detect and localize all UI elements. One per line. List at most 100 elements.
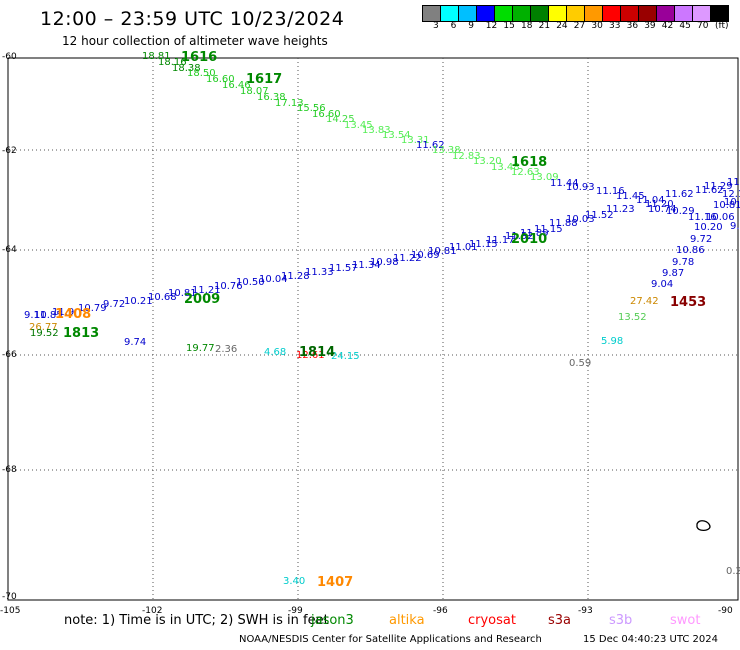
wave-height-label: 11.9 bbox=[52, 307, 75, 318]
wave-height-label: 10.76 bbox=[214, 281, 243, 292]
latitude-label: -64 bbox=[2, 245, 17, 255]
wave-height-label: 16.60 bbox=[206, 74, 235, 85]
wave-height-label: 11.33 bbox=[305, 267, 334, 278]
longitude-label: -105 bbox=[0, 606, 21, 616]
satellite-legend-altika: altika bbox=[389, 613, 425, 628]
wave-height-label: 4.68 bbox=[264, 347, 287, 358]
wave-height-label: 11.16 bbox=[688, 212, 717, 223]
wave-height-label: 11.62 bbox=[416, 140, 445, 151]
wave-height-label: 15.56 bbox=[297, 103, 326, 114]
note-text: note: 1) Time is in UTC; 2) SWH is in fe… bbox=[64, 613, 329, 628]
wave-height-label: 10.06 bbox=[706, 212, 735, 223]
wave-height-label: 11.32 bbox=[727, 177, 740, 188]
wave-height-label: 11.15 bbox=[469, 239, 498, 250]
wave-height-label: 10.81 bbox=[713, 200, 740, 211]
colorbar bbox=[422, 5, 729, 22]
wave-height-label: 11.57 bbox=[329, 263, 358, 274]
wave-height-label: 5.98 bbox=[601, 336, 624, 347]
satellite-legend-s3a: s3a bbox=[548, 613, 572, 628]
wave-height-label: 9.72 bbox=[690, 234, 713, 245]
wave-height-label: 12.14 bbox=[722, 189, 740, 200]
wave-height-label: 10.74 bbox=[648, 204, 677, 215]
graticule bbox=[8, 58, 738, 600]
wave-height-label: 10.29 bbox=[666, 206, 695, 217]
wave-height-label: 13.09 bbox=[530, 172, 559, 183]
wave-height-label: 11.28 bbox=[281, 271, 310, 282]
wave-height-label: 10.93 bbox=[566, 182, 595, 193]
wave-height-label: 16.60 bbox=[312, 109, 341, 120]
pass-time-label: 1813 bbox=[63, 326, 100, 341]
wave-height-label: 10.69 bbox=[411, 250, 440, 261]
colorbar-tick-label: 3 bbox=[433, 21, 439, 31]
wave-height-label: 10.68 bbox=[148, 292, 177, 303]
pass-time-label: 1616 bbox=[181, 50, 218, 65]
wave-height-label: 11.34 bbox=[352, 260, 381, 271]
wave-height-label: 27.42 bbox=[630, 296, 659, 307]
wave-height-label: 11.52 bbox=[585, 210, 614, 221]
colorbar-tick-label: 45 bbox=[679, 21, 691, 31]
latitude-label: -66 bbox=[2, 350, 17, 360]
pass-time-label: 1814 bbox=[299, 345, 336, 360]
wave-height-label: 9.78 bbox=[672, 257, 695, 268]
satellite-legend-swot: swot bbox=[670, 613, 701, 628]
wave-height-label: 26.77 bbox=[29, 322, 58, 333]
page-subtitle: 12 hour collection of altimeter wave hei… bbox=[62, 34, 328, 48]
wave-height-label: 24.15 bbox=[331, 351, 360, 362]
timestamp: 15 Dec 04:40:23 UTC 2024 bbox=[583, 634, 718, 645]
wave-height-label: 10.20 bbox=[694, 222, 723, 233]
wave-height-label: 13.54 bbox=[382, 130, 411, 141]
wave-height-label: 11.89 bbox=[520, 228, 549, 239]
wave-height-label: 11.17 bbox=[486, 235, 515, 246]
colorbar-unit: (ft) bbox=[715, 21, 729, 31]
pass-time-label: 1453 bbox=[670, 295, 707, 310]
wave-height-label: 11.45 bbox=[616, 191, 645, 202]
wave-height-label: 3.40 bbox=[283, 576, 306, 587]
wave-height-label: 9.11 bbox=[24, 310, 47, 321]
pass-time-label: 1618 bbox=[511, 155, 548, 170]
colorbar-tick-label: 24 bbox=[556, 21, 568, 31]
wave-height-label: 12.63 bbox=[511, 167, 540, 178]
wave-height-label: 11.23 bbox=[606, 204, 635, 215]
wave-height-label: 2.36 bbox=[215, 344, 238, 355]
longitude-label: -96 bbox=[433, 606, 448, 616]
wave-height-label: 11.01 bbox=[449, 242, 478, 253]
wave-height-label: 11.21 bbox=[192, 285, 221, 296]
wave-height-label: 11.04 bbox=[636, 195, 665, 206]
wave-height-label: 10. bbox=[724, 197, 740, 208]
colorbar-tick-label: 39 bbox=[644, 21, 656, 31]
wave-height-label: 9.72 bbox=[103, 299, 126, 310]
wave-height-label: 10.81 bbox=[168, 288, 197, 299]
page-title: 12:00 – 23:59 UTC 10/23/2024 bbox=[40, 8, 345, 30]
latitude-label: -60 bbox=[2, 52, 17, 62]
colorbar-tick-label: 15 bbox=[503, 21, 515, 31]
wave-height-label: 13.31 bbox=[401, 135, 430, 146]
colorbar-tick-label: 33 bbox=[609, 21, 621, 31]
latitude-label: -62 bbox=[2, 146, 17, 156]
wave-height-label: 16.38 bbox=[257, 92, 286, 103]
colorbar-tick-label: 21 bbox=[538, 21, 551, 31]
wave-height-label: 9.74 bbox=[124, 337, 147, 348]
wave-height-label: 0.2 bbox=[726, 566, 740, 577]
colorbar-tick-label: 12 bbox=[485, 21, 498, 31]
credit-text: NOAA/NESDIS Center for Satellite Applica… bbox=[239, 634, 542, 645]
colorbar-tick-label: 42 bbox=[661, 21, 674, 31]
wave-height-label: 11.52 bbox=[505, 231, 534, 242]
colorbar-swatch bbox=[710, 5, 729, 22]
wave-height-label: 10.85 bbox=[34, 310, 63, 321]
wave-height-label: 11.44 bbox=[550, 178, 579, 189]
wave-height-label: 19.52 bbox=[30, 328, 59, 339]
wave-height-label: 10.86 bbox=[676, 245, 705, 256]
colorbar-tick-label: 18 bbox=[521, 21, 533, 31]
satellite-legend-cryosat: cryosat bbox=[468, 613, 516, 628]
wave-height-label: 13.83 bbox=[362, 125, 391, 136]
longitude-label: -102 bbox=[142, 606, 163, 616]
wave-height-label: 14.25 bbox=[326, 114, 355, 125]
pass-time-label: 1407 bbox=[317, 575, 354, 590]
wave-height-label: 17.13 bbox=[275, 98, 304, 109]
wave-height-label: 18.38 bbox=[172, 63, 201, 74]
wave-height-label: 18.81 bbox=[142, 51, 171, 62]
wave-height-label: 10.81 bbox=[428, 246, 457, 257]
wave-height-label: 10.21 bbox=[124, 296, 153, 307]
